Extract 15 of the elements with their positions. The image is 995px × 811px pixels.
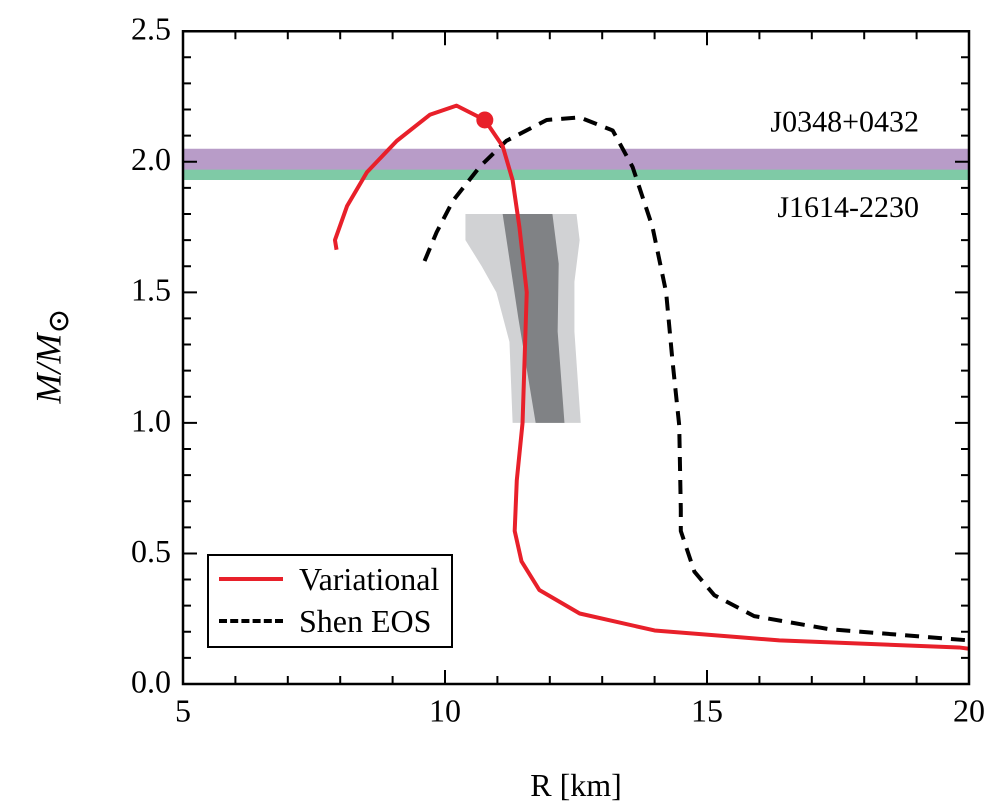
y-tick-label: 2.5 [131, 10, 171, 47]
x-tick-label: 10 [429, 692, 461, 729]
y-tick-label: 1.5 [131, 272, 171, 308]
band-label: J0348+0432 [770, 106, 919, 139]
legend-label: Variational [299, 560, 440, 599]
band-label: J1614-2230 [777, 190, 919, 224]
x-tick-label: 5 [175, 692, 191, 729]
x-tick-label: 15 [691, 692, 723, 729]
y-tick-label: 1.0 [131, 402, 171, 438]
x-tick-label: 20 [953, 692, 985, 729]
x-axis-title: R [km] [530, 767, 622, 804]
y-tick-label: 2.0 [131, 141, 171, 178]
legend-label: Shen EOS [299, 602, 432, 641]
y-tick-label: 0.5 [131, 532, 171, 569]
y-tick-label: 0.0 [131, 663, 171, 700]
